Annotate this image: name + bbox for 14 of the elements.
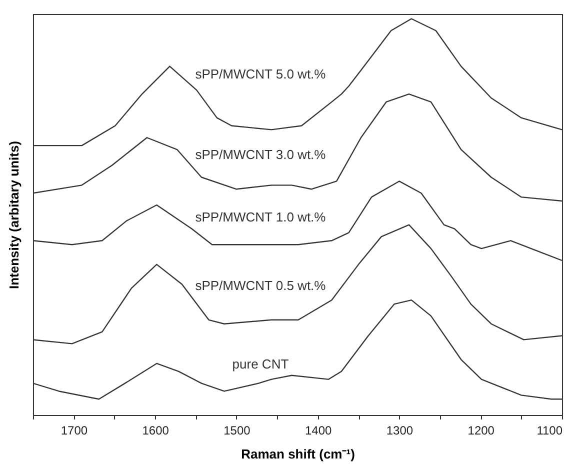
series-label: sPP/MWCNT 3.0 wt.% [195,147,326,162]
series-label: sPP/MWCNT 0.5 wt.% [195,278,326,294]
x-tick-label: 1600 [142,424,170,438]
x-tick-label: 1500 [224,424,251,438]
series-label: sPP/MWCNT 5.0 wt.% [195,66,326,82]
x-tick-label: 1700 [60,424,88,438]
x-tick-label: 1100 [536,424,563,438]
x-axis-title: Raman shift (cm⁻¹) [241,446,355,462]
x-tick-label: 1200 [468,424,495,438]
series-label: sPP/MWCNT 1.0 wt.% [195,210,326,225]
series-label: pure CNT [232,356,289,372]
x-tick-label: 1400 [304,424,332,438]
y-axis-title: Intensity (arbitary units) [6,140,22,290]
x-tick-label: 1300 [386,424,414,438]
